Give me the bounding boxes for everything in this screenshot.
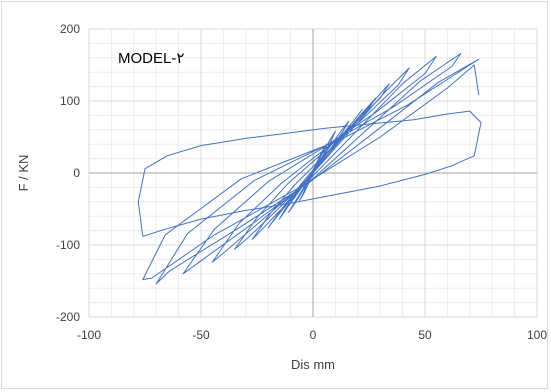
series-line-1 xyxy=(142,53,480,285)
y-tick-label: 200 xyxy=(60,22,80,36)
x-tick-label: -100 xyxy=(77,328,101,342)
y-tick-label: 100 xyxy=(60,94,80,108)
x-tick-label: 100 xyxy=(527,328,547,342)
x-axis-title: Dis mm xyxy=(291,357,335,372)
y-axis-title: F / KN xyxy=(16,155,31,192)
series-layer xyxy=(137,53,482,285)
tick-labels: -100 -50 0 50 100 200 100 0 -100 -200 xyxy=(56,22,547,342)
y-tick-label: -100 xyxy=(56,238,80,252)
x-tick-label: 50 xyxy=(418,328,432,342)
x-tick-label: 0 xyxy=(310,328,317,342)
model-annotation: MODEL-٢ xyxy=(118,50,184,67)
y-tick-label: 0 xyxy=(73,166,80,180)
x-tick-label: -50 xyxy=(192,328,210,342)
series-line-2 xyxy=(137,110,482,237)
y-tick-label: -200 xyxy=(56,310,80,324)
